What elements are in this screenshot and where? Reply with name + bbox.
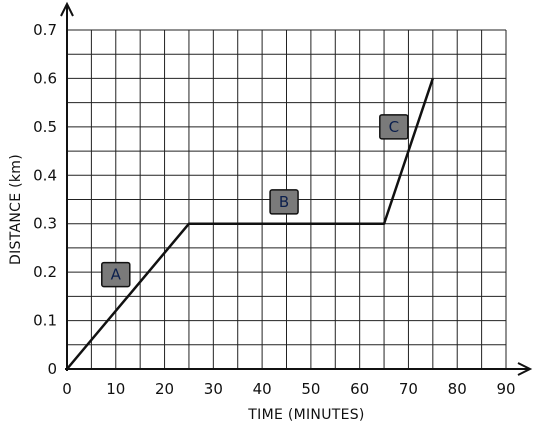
- x-tick-label: 50: [301, 380, 320, 398]
- series: [66, 78, 435, 370]
- y-tick-label: 0.2: [33, 263, 57, 281]
- y-tick-labels: 0 0.1 0.2 0.3 0.4 0.5 0.6 0.7: [33, 21, 57, 378]
- y-tick-label: 0.5: [33, 118, 57, 136]
- x-tick-label: 70: [399, 380, 418, 398]
- x-tick-label: 0: [62, 380, 72, 398]
- annotation-label: A: [111, 266, 122, 284]
- x-axis-arrow: [517, 362, 533, 376]
- x-tick-label: 60: [350, 380, 369, 398]
- x-tick-label: 30: [204, 380, 223, 398]
- annotation-label: C: [389, 118, 399, 136]
- y-tick-label: 0.4: [33, 166, 57, 184]
- y-axis-arrow: [60, 1, 74, 17]
- y-axis-label: DISTANCE (km): [8, 154, 24, 265]
- x-tick-label: 10: [106, 380, 125, 398]
- y-tick-label: 0: [47, 360, 57, 378]
- annotation-a: A: [101, 261, 131, 288]
- annotation-label: B: [279, 193, 289, 211]
- x-tick-label: 80: [448, 380, 467, 398]
- annotation-box: [269, 189, 299, 215]
- annotation-box: [101, 261, 131, 288]
- annotations: A B C: [101, 114, 409, 288]
- x-tick-label: 90: [496, 380, 515, 398]
- annotation-box: [379, 114, 409, 140]
- x-axis-label: TIME (MINUTES): [247, 407, 364, 423]
- x-tick-label: 40: [253, 380, 272, 398]
- y-tick-label: 0.3: [33, 215, 57, 233]
- x-tick-labels: 0 10 20 30 40 50 60 70 80 90: [62, 380, 515, 398]
- y-tick-label: 0.6: [33, 69, 57, 87]
- series-line: [66, 78, 435, 370]
- annotation-c: C: [379, 114, 409, 140]
- y-tick-label: 0.7: [33, 21, 57, 39]
- axes: [60, 1, 533, 376]
- annotation-b: B: [269, 189, 299, 215]
- x-tick-label: 20: [155, 380, 174, 398]
- y-tick-label: 0.1: [33, 312, 57, 330]
- grid: [66, 29, 507, 370]
